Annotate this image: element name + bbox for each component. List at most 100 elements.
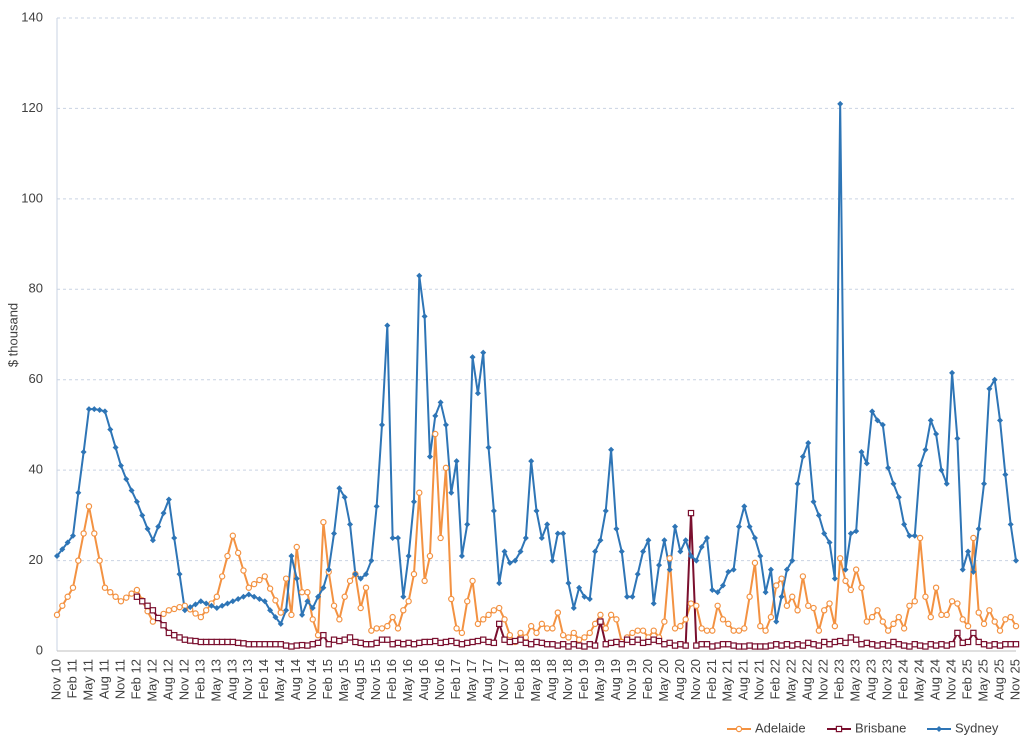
point	[613, 525, 620, 532]
point	[559, 631, 567, 639]
point	[549, 557, 556, 564]
point	[144, 608, 151, 615]
point	[858, 449, 865, 456]
point	[485, 444, 492, 451]
point	[810, 498, 817, 505]
point	[437, 639, 444, 647]
point	[767, 566, 774, 573]
x-tick-label: May 14	[272, 659, 287, 702]
x-tick-label: Feb 13	[192, 659, 207, 699]
y-tick-label: 100	[21, 190, 43, 205]
point	[847, 586, 855, 594]
point	[858, 584, 865, 591]
point	[810, 641, 817, 648]
point	[997, 417, 1004, 424]
point	[1012, 622, 1020, 630]
point	[91, 530, 98, 537]
point	[522, 634, 530, 641]
x-tick-label: Feb 14	[256, 659, 271, 699]
point	[948, 641, 956, 648]
point	[693, 602, 700, 609]
point	[949, 369, 956, 376]
point	[933, 430, 940, 437]
point	[735, 643, 743, 650]
point	[895, 641, 902, 648]
point	[373, 625, 380, 632]
point	[687, 509, 695, 517]
point	[762, 589, 769, 596]
point	[352, 571, 359, 578]
point	[543, 641, 551, 648]
point	[352, 638, 359, 646]
point	[501, 636, 508, 643]
point	[442, 421, 449, 428]
point	[639, 639, 647, 647]
point	[480, 636, 487, 643]
point	[709, 643, 716, 650]
point	[453, 625, 460, 632]
point	[421, 577, 428, 585]
point	[629, 638, 636, 646]
point	[975, 525, 982, 532]
y-tick-label: 120	[21, 100, 43, 115]
point	[938, 467, 945, 474]
point	[133, 593, 141, 600]
point	[410, 641, 418, 648]
point	[703, 534, 710, 541]
line	[56, 432, 1017, 643]
point	[213, 593, 221, 600]
point	[751, 534, 758, 541]
point	[927, 417, 934, 424]
point	[96, 407, 103, 414]
x-tick-label: Feb 16	[384, 659, 399, 699]
point	[160, 610, 167, 618]
point	[954, 629, 961, 637]
point	[261, 573, 268, 580]
point	[975, 638, 982, 646]
point	[320, 631, 327, 639]
point	[730, 627, 737, 634]
x-tick-label: Nov 12	[176, 659, 191, 700]
point	[996, 642, 1004, 649]
x-tick-label: Nov 14	[304, 659, 319, 700]
point	[916, 534, 924, 542]
point	[149, 618, 157, 625]
point	[837, 100, 844, 107]
point	[565, 580, 572, 587]
point	[741, 643, 748, 650]
point	[901, 521, 908, 528]
point	[970, 568, 977, 575]
point	[155, 614, 162, 622]
point	[336, 637, 343, 645]
point	[362, 584, 370, 591]
point	[682, 616, 689, 623]
point	[357, 604, 364, 612]
x-tick-label: May 25	[975, 659, 990, 702]
point	[240, 593, 247, 600]
point	[533, 507, 540, 514]
point	[485, 638, 492, 646]
point	[464, 598, 471, 605]
point	[991, 376, 998, 383]
point	[197, 613, 205, 621]
point	[53, 611, 61, 619]
point	[101, 584, 109, 591]
x-tick-label: May 20	[656, 659, 671, 702]
point	[64, 539, 71, 546]
point	[320, 518, 327, 526]
x-tick-label: Feb 20	[640, 659, 655, 699]
point	[314, 639, 322, 647]
point	[139, 598, 146, 605]
point	[527, 622, 535, 630]
point	[309, 605, 316, 612]
point	[767, 613, 775, 621]
legend-marker	[835, 725, 843, 733]
x-tick-label: Nov 22	[816, 659, 831, 700]
point	[517, 548, 524, 555]
x-tick-label: Feb 17	[448, 659, 463, 699]
point	[954, 600, 961, 607]
point	[640, 548, 647, 555]
point	[501, 616, 508, 623]
point	[565, 634, 572, 641]
